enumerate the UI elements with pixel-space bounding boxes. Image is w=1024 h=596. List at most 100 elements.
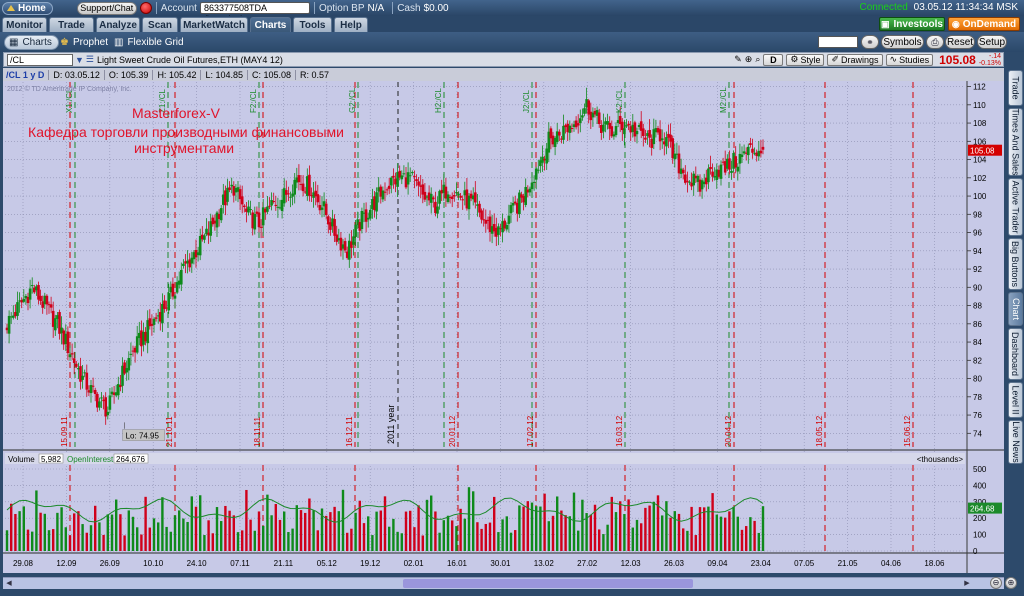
x-tick-label: 07.11 bbox=[230, 559, 250, 568]
candle-body bbox=[631, 124, 635, 132]
support-chat-button[interactable]: Support/Chat bbox=[76, 1, 137, 15]
investools-button[interactable]: ▣ Investools bbox=[879, 17, 945, 31]
dropdown-icon[interactable]: ▼ bbox=[75, 54, 84, 65]
filter-icon[interactable]: ☰ bbox=[85, 54, 94, 64]
candle-body bbox=[742, 151, 746, 154]
ohlc-high: H: 105.42 bbox=[152, 69, 200, 80]
tab-trade[interactable]: Trade bbox=[49, 17, 94, 32]
volume-bar bbox=[509, 532, 513, 551]
side-tab-chart-label: Chart bbox=[1010, 297, 1021, 321]
aggregation-button[interactable]: D bbox=[763, 53, 784, 66]
candle-body bbox=[474, 192, 477, 203]
volume-bar bbox=[665, 501, 668, 551]
tab-charts[interactable]: Charts bbox=[250, 17, 291, 32]
scroll-thumb[interactable] bbox=[403, 579, 693, 588]
volume-bar bbox=[211, 533, 214, 551]
reset-button[interactable]: Reset bbox=[945, 35, 975, 49]
drawings-button[interactable]: ✐ Drawings bbox=[827, 53, 883, 66]
volume-bar bbox=[736, 516, 739, 551]
setup-button[interactable]: Setup bbox=[977, 35, 1007, 49]
subtab-prophet[interactable]: ♚ Prophet bbox=[60, 35, 108, 50]
home-button[interactable]: Home bbox=[2, 1, 53, 15]
candle-body bbox=[713, 176, 716, 178]
chart-canvas[interactable]: 7476788082848688909294969810010210410610… bbox=[3, 81, 1004, 573]
side-tab-level-ii[interactable]: Level II bbox=[1008, 382, 1023, 418]
crosshair-icon[interactable]: ✎ bbox=[734, 54, 742, 64]
candle-body bbox=[369, 209, 372, 219]
grid-layout-selector[interactable] bbox=[818, 36, 858, 48]
tab-analyze[interactable]: Analyze bbox=[96, 17, 140, 32]
y-tick-label: 94 bbox=[973, 247, 982, 256]
volume-bar bbox=[455, 526, 458, 551]
candle-body bbox=[70, 353, 74, 355]
side-tab-big-buttons[interactable]: Big Buttons bbox=[1008, 238, 1023, 290]
tab-marketwatch[interactable]: MarketWatch bbox=[180, 17, 248, 32]
magnet-icon[interactable]: ⊕ bbox=[744, 54, 753, 64]
subtab-charts[interactable]: ▦ Charts bbox=[4, 35, 59, 50]
volume-bar bbox=[144, 496, 147, 551]
x-tick-label: 02.01 bbox=[404, 559, 425, 568]
side-tab-times-and-sales[interactable]: Times And Sales bbox=[1008, 108, 1023, 176]
candle-body bbox=[711, 171, 714, 177]
ondemand-button[interactable]: ◉ OnDemand bbox=[948, 17, 1020, 31]
scroll-left-icon[interactable]: ◀ bbox=[6, 580, 12, 587]
price-change: -.14 -0.13% bbox=[979, 53, 1001, 67]
account-selector[interactable]: 863377508TDA (levanina) bbox=[199, 2, 310, 24]
studies-button[interactable]: ∿ Studies bbox=[885, 53, 934, 66]
volume-bar bbox=[703, 507, 706, 551]
symbols-button[interactable]: Symbols bbox=[881, 35, 924, 49]
price-chart[interactable]: 74 76 78 80 82 84 86 88 90 92 94 96 98 100 102 104 106 10… bbox=[3, 81, 1004, 573]
expiration-label: 16.12.11 bbox=[345, 416, 354, 447]
investools-label: Investools bbox=[893, 18, 943, 30]
candle-body bbox=[579, 118, 582, 123]
candle-body bbox=[329, 222, 332, 230]
symbol-input[interactable]: /CL bbox=[7, 53, 73, 66]
candle-body bbox=[224, 190, 227, 206]
candle-body bbox=[639, 121, 643, 131]
volume-bar bbox=[598, 529, 601, 551]
scroll-right-icon[interactable]: ▶ bbox=[964, 580, 970, 587]
side-tab-trade[interactable]: Trade bbox=[1008, 70, 1023, 106]
candle-body bbox=[83, 372, 86, 374]
style-button[interactable]: ⚙ Style bbox=[786, 53, 825, 66]
divider bbox=[313, 2, 315, 14]
candle-body bbox=[66, 331, 70, 354]
time-scrollbar[interactable]: ◀ ▶ bbox=[3, 577, 1004, 589]
side-tab-dashboard[interactable]: Dashboard bbox=[1008, 328, 1023, 380]
tab-tools[interactable]: Tools bbox=[293, 17, 332, 32]
zoom-in-icon[interactable]: ⊕ bbox=[1005, 577, 1017, 589]
candle-body bbox=[413, 176, 416, 178]
volume-bar bbox=[551, 515, 555, 551]
price-tag: 105.08 bbox=[970, 147, 995, 156]
print-icon[interactable]: ⎙ bbox=[926, 35, 944, 49]
link-icon[interactable]: ⚭ bbox=[861, 35, 879, 49]
volume-bar bbox=[514, 530, 517, 551]
candle-body bbox=[570, 128, 574, 130]
zoom-out-icon[interactable]: ⊖ bbox=[990, 577, 1002, 589]
volume-bars bbox=[5, 487, 765, 551]
record-icon[interactable] bbox=[139, 2, 152, 14]
chart-period-tag: /CL 1 y D bbox=[6, 69, 45, 80]
percent-change: -0.13% bbox=[978, 59, 1001, 67]
candle-body bbox=[257, 212, 261, 228]
volume-bar bbox=[262, 525, 265, 551]
candle-body bbox=[259, 226, 263, 228]
candle-body bbox=[551, 135, 555, 145]
candle-body bbox=[268, 205, 271, 207]
tab-help[interactable]: Help bbox=[334, 17, 368, 32]
candle-body bbox=[415, 179, 418, 182]
candle-body bbox=[387, 185, 391, 189]
subtab-flexible-grid[interactable]: ▥ Flexible Grid bbox=[114, 35, 184, 50]
side-tab-chart[interactable]: Chart bbox=[1008, 292, 1023, 326]
tab-scan[interactable]: Scan bbox=[142, 17, 178, 32]
zoom-icon[interactable]: ⌕ bbox=[755, 54, 761, 64]
volume-bar bbox=[724, 517, 727, 551]
volume-bar bbox=[543, 493, 546, 551]
open-interest-path bbox=[6, 497, 764, 523]
side-tab-active-trader[interactable]: Active Trader bbox=[1008, 178, 1023, 236]
candle-body bbox=[715, 169, 719, 181]
candle-body bbox=[169, 286, 173, 293]
side-tab-live-news[interactable]: Live News bbox=[1008, 420, 1023, 464]
candle-body bbox=[335, 234, 338, 242]
tab-monitor[interactable]: Monitor bbox=[2, 17, 47, 32]
